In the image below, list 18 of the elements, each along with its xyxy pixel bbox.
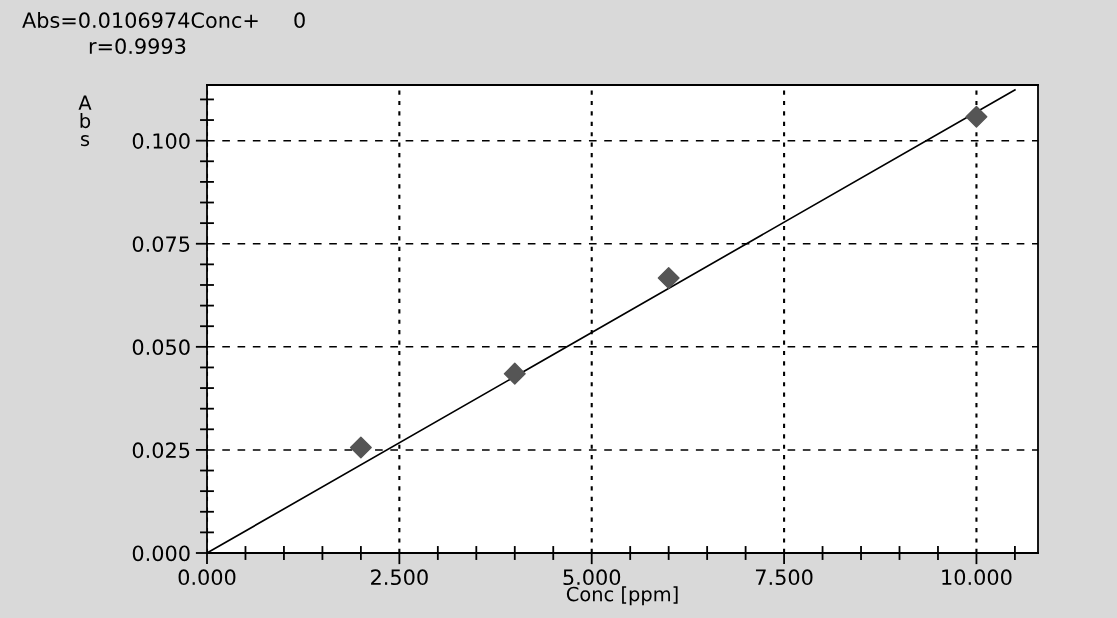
- x-tick-label: 7.500: [755, 569, 813, 586]
- point: [503, 362, 526, 385]
- y-axis-title: A b s: [78, 95, 92, 147]
- y-tick-label: 0.100: [132, 133, 190, 149]
- x-tick-label: 0.000: [178, 569, 236, 586]
- y-tick-label: 0.000: [132, 545, 190, 562]
- x-tick-label: 2.500: [371, 569, 428, 586]
- y-tick-label: 0.050: [132, 339, 190, 356]
- y-tick-label: 0.075: [132, 236, 190, 252]
- text: Abs=0.0106974Conc+ 0: [22, 11, 305, 29]
- point: [965, 105, 988, 128]
- x-axis-title: Conc [ppm]: [566, 586, 678, 606]
- point: [657, 266, 680, 289]
- x-tick-label: 10.000: [942, 569, 1012, 586]
- point: [349, 436, 372, 459]
- text: r=0.9993: [89, 38, 186, 55]
- x-tick-label: 5.000: [563, 569, 621, 586]
- y-tick-label: 0.025: [132, 442, 190, 459]
